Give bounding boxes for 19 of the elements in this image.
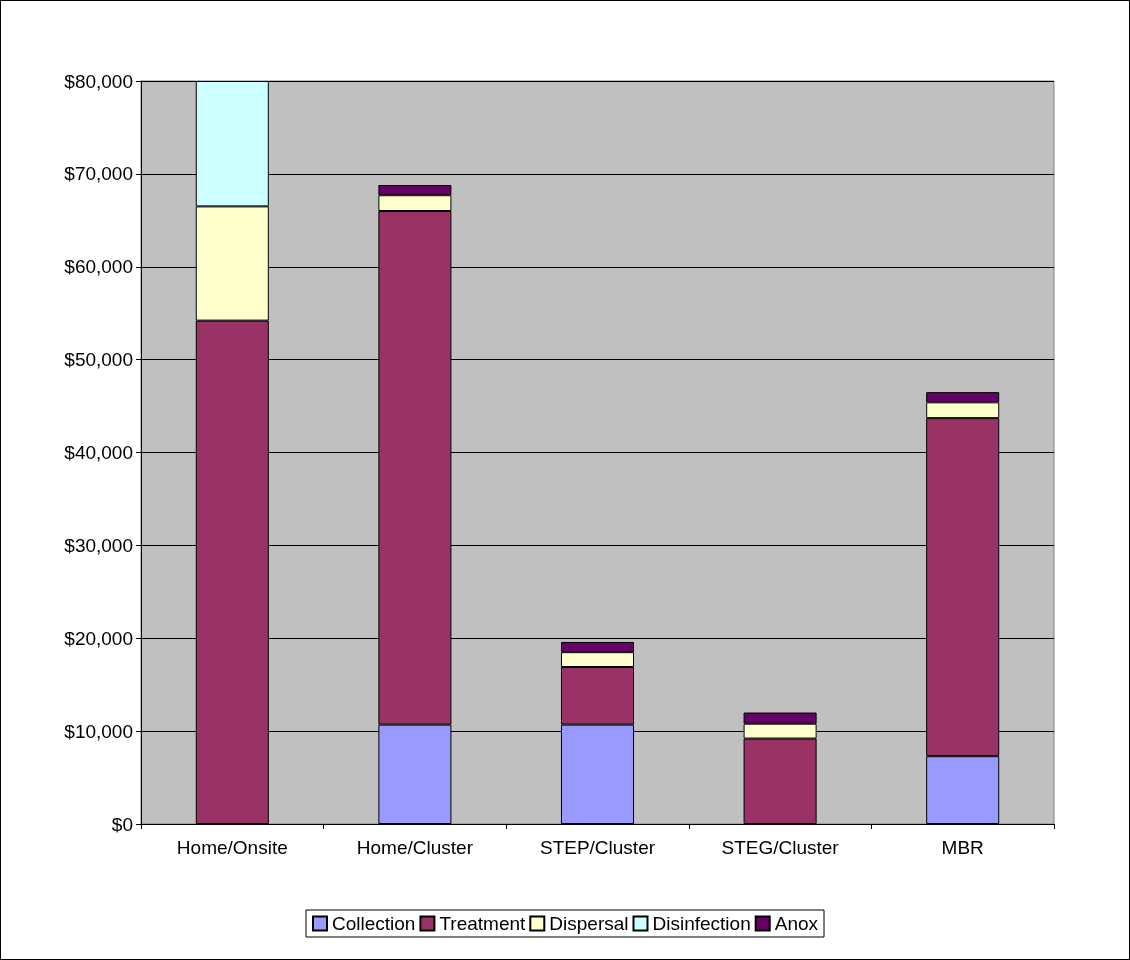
legend-label: Collection — [331, 913, 416, 934]
y-tick-label: $20,000 — [64, 627, 133, 649]
y-tick-label: $60,000 — [64, 256, 133, 278]
x-tick-label: Home/Onsite — [176, 837, 288, 858]
y-tick-label: $10,000 — [64, 720, 133, 742]
x-tick-label: MBR — [941, 837, 984, 858]
y-tick-label: $70,000 — [64, 163, 133, 185]
y-tick-label: $80,000 — [64, 70, 133, 92]
y-tick-label: $0 — [111, 813, 133, 835]
y-tick-label: $50,000 — [64, 349, 133, 371]
legend-label: Treatment — [439, 913, 527, 934]
y-tick-label: $30,000 — [64, 534, 133, 556]
legend-label: Anox — [774, 913, 819, 934]
x-tick-label: STEP/Cluster — [539, 837, 656, 858]
y-tick-label: $40,000 — [64, 442, 133, 463]
legend-label: Dispersal — [549, 913, 629, 934]
legend-label: Disinfection — [652, 913, 751, 934]
x-tick-label: STEG/Cluster — [721, 837, 840, 858]
x-tick-label: Home/Cluster — [356, 837, 474, 858]
